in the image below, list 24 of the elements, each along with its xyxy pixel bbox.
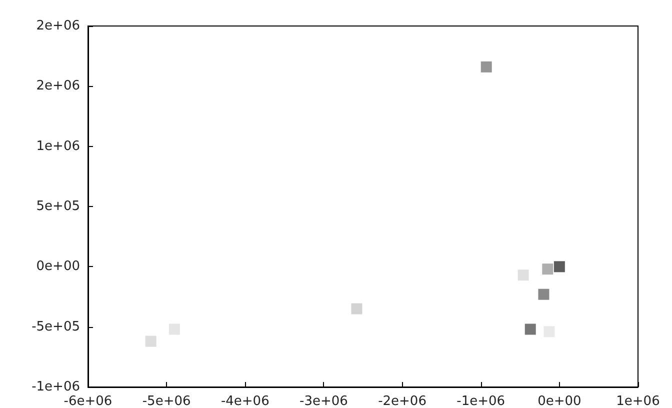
point [524,324,536,335]
point [554,261,565,272]
point [351,303,362,314]
y-tick-label: 5e+05 [36,199,80,214]
y-tick-label: -1e+06 [32,380,80,394]
x-tick-label: -5e+06 [142,394,191,408]
y-tick-label: 0e+00 [36,259,80,274]
x-tick-label: -4e+06 [220,394,270,408]
point [542,264,554,275]
x-tick-label: -6e+06 [64,394,112,408]
y-tick-label: 1e+06 [36,138,80,154]
y-tick-label: -5e+05 [32,319,80,334]
x-tick-label: -1e+06 [456,394,506,408]
x-tick-label: -3e+06 [300,394,348,408]
point [518,270,529,281]
y-tick-label: 2e+06 [36,78,80,94]
point [538,288,550,300]
y-tick-label: 2e+06 [36,18,80,34]
point [168,324,180,335]
point [145,336,156,347]
x-tick-label: 0e+00 [538,394,582,408]
point [480,61,492,72]
x-tick-label: -2e+06 [378,394,426,408]
x-tick-label: 1e+06 [616,394,660,408]
